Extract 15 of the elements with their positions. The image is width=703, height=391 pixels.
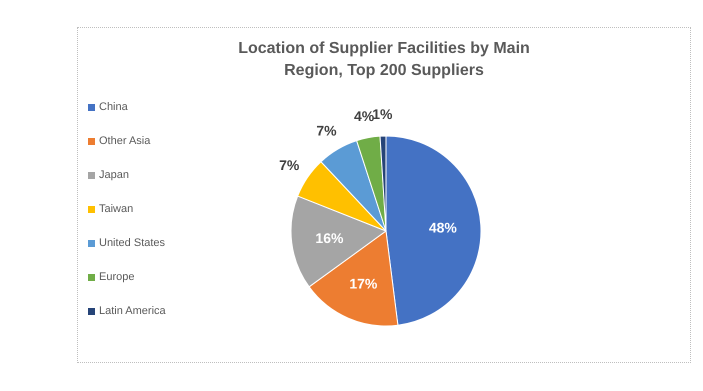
data-label: 17% — [349, 275, 378, 292]
legend-label: United States — [99, 237, 166, 249]
data-label: 16% — [315, 230, 344, 246]
data-label: 4% — [354, 108, 375, 124]
legend-label: Japan — [99, 169, 129, 181]
legend-label: China — [99, 101, 128, 113]
legend-label: Other Asia — [99, 135, 150, 147]
legend-label: Latin America — [99, 305, 166, 317]
data-label: 48% — [428, 219, 458, 236]
legend-label: Taiwan — [99, 203, 134, 215]
legend-label: Europe — [99, 271, 134, 283]
data-label: 1% — [372, 106, 393, 122]
data-label: 7% — [316, 122, 338, 138]
data-label: 7% — [279, 157, 300, 174]
chart-title: Location of Supplier Facilities by Main Region, Top 200 Suppliers — [238, 39, 530, 81]
